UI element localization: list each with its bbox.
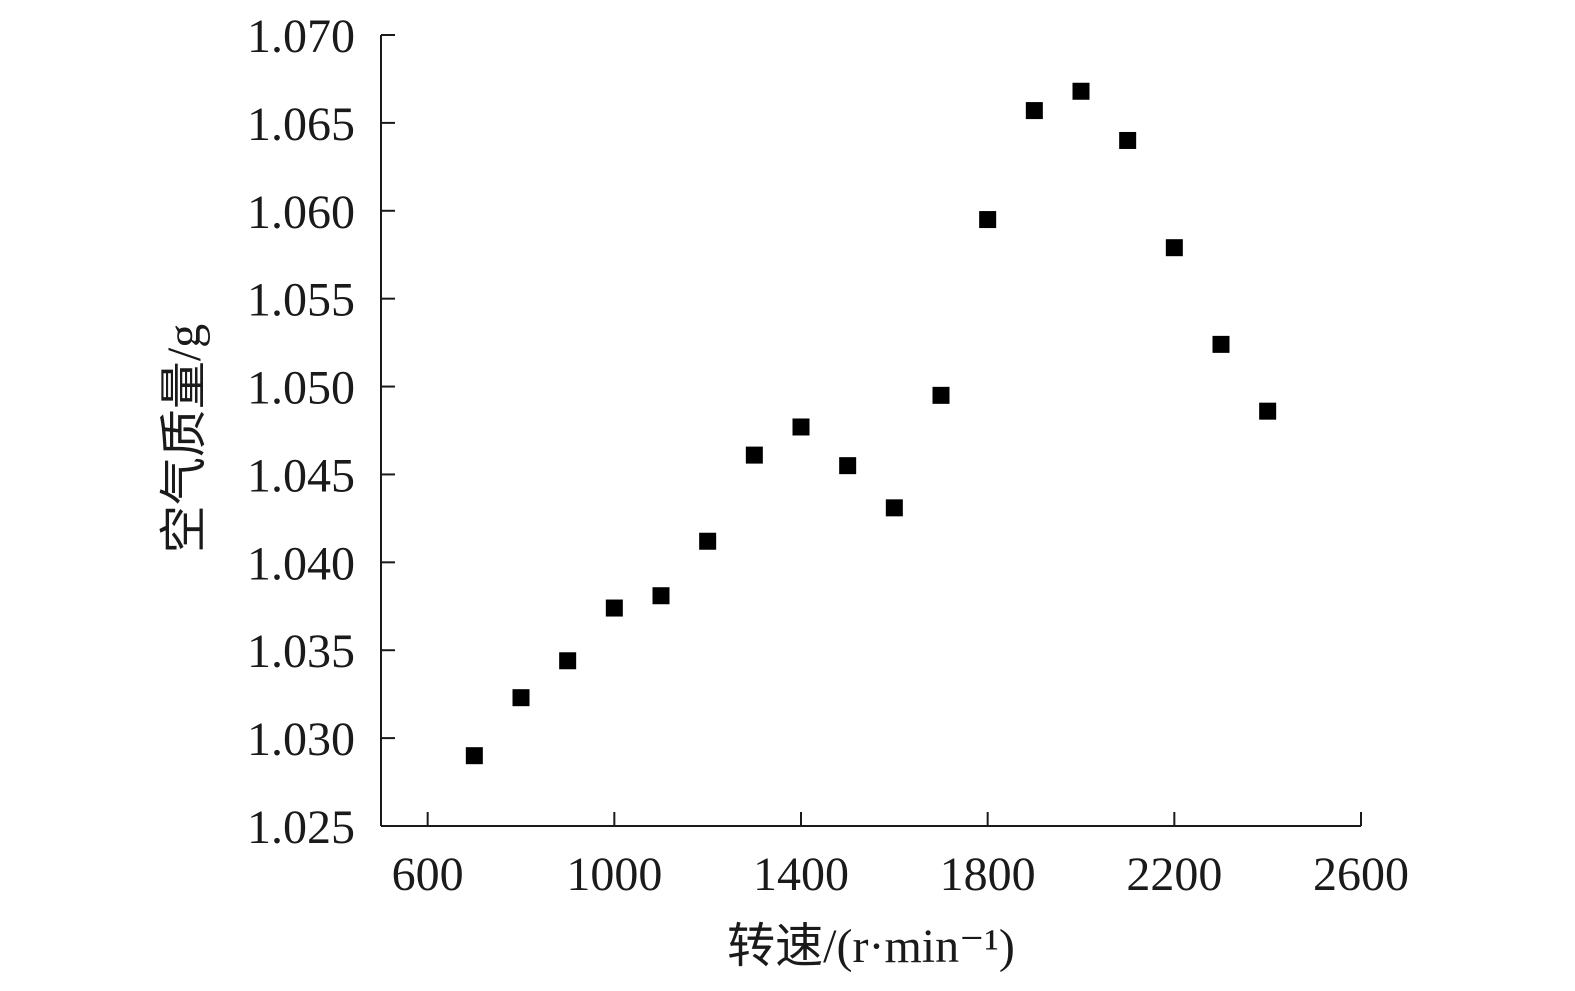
x-axis-title: 转速/(r·min⁻¹) xyxy=(727,920,1015,973)
y-tick-label: 1.030 xyxy=(247,713,355,766)
y-tick-label: 1.050 xyxy=(247,362,355,415)
x-tick-label: 600 xyxy=(392,848,464,901)
data-points xyxy=(465,82,1277,765)
data-point xyxy=(932,386,950,404)
x-tick-label: 1800 xyxy=(940,848,1036,901)
data-point xyxy=(512,689,530,707)
data-point xyxy=(559,652,577,670)
data-point xyxy=(465,747,483,765)
x-tick-label: 2600 xyxy=(1313,848,1409,901)
y-tick-label: 1.055 xyxy=(247,274,355,327)
y-tick-label: 1.035 xyxy=(247,625,355,678)
data-point xyxy=(745,446,763,464)
data-point xyxy=(1165,239,1183,257)
data-point xyxy=(605,599,623,617)
y-tick-label: 1.025 xyxy=(247,801,355,854)
data-point xyxy=(979,211,997,229)
y-axis-ticks: 1.025 1.030 1.035 1.040 1.045 1.050 1.055 1.060… xyxy=(247,10,395,854)
x-tick-label: 1000 xyxy=(566,848,662,901)
data-point xyxy=(1119,131,1137,149)
data-point xyxy=(1072,82,1090,100)
y-tick-label: 1.040 xyxy=(247,537,355,590)
y-tick-label: 1.060 xyxy=(247,186,355,239)
data-point xyxy=(1212,335,1230,353)
y-tick-label: 1.065 xyxy=(247,98,355,151)
data-point xyxy=(652,587,670,605)
data-point xyxy=(1259,402,1277,420)
axes xyxy=(380,35,1361,827)
data-point xyxy=(699,532,717,550)
data-point xyxy=(1025,102,1043,120)
x-axis-ticks: 600 1000 1400 1800 2200 2600 xyxy=(392,812,1409,901)
y-tick-label: 1.045 xyxy=(247,449,355,502)
x-tick-label: 1400 xyxy=(753,848,849,901)
data-point xyxy=(885,499,903,517)
y-axis-title: 空气质量/g xyxy=(158,324,211,553)
y-tick-label: 1.070 xyxy=(247,10,355,63)
data-point xyxy=(839,457,857,475)
x-tick-label: 2200 xyxy=(1126,848,1222,901)
data-point xyxy=(792,418,810,436)
